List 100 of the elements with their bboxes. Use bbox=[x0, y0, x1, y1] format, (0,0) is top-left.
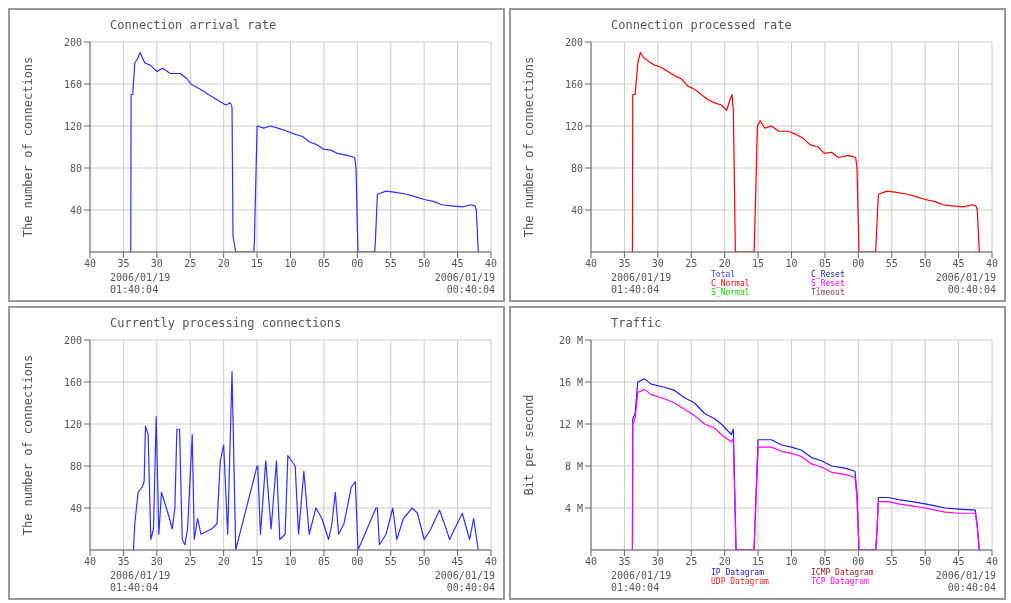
chart-title: Connection processed rate bbox=[611, 18, 792, 32]
x-tick-label: 40 bbox=[83, 556, 97, 568]
x-tick-label: 50 bbox=[919, 556, 932, 568]
x-tick-label: 35 bbox=[117, 258, 130, 270]
x-tick-label: 00 bbox=[351, 556, 364, 568]
x-tick-label: 55 bbox=[885, 258, 898, 270]
x-tick-label: 40 bbox=[584, 556, 598, 568]
x-tick-label: 00 bbox=[852, 556, 865, 568]
y-tick-label: 200 bbox=[63, 334, 82, 346]
x-tick-label: 05 bbox=[317, 556, 330, 568]
legend-label: S_Normal bbox=[711, 288, 750, 297]
x-tick-label: 30 bbox=[651, 258, 664, 270]
legend-label: C_Reset bbox=[811, 270, 845, 279]
text: 2006/01/19 00:40:04 bbox=[935, 272, 996, 296]
x-tick-label: 45 bbox=[451, 556, 464, 568]
x-tick-label: 50 bbox=[418, 556, 431, 568]
legend-label: Total bbox=[711, 270, 737, 279]
x-tick-label: 20 bbox=[718, 258, 731, 270]
x-tick-label: 15 bbox=[251, 556, 264, 568]
y-tick-label: 160 bbox=[564, 78, 583, 90]
text: 2006/01/19 00:40:04 bbox=[434, 570, 495, 594]
y-axis-title: The number of connections bbox=[21, 56, 36, 238]
x-tick-label: 05 bbox=[317, 258, 330, 270]
x-tick-label: 40 bbox=[985, 258, 999, 270]
x-tick-label: 45 bbox=[451, 258, 464, 270]
x-tick-label: 55 bbox=[384, 258, 397, 270]
x-tick-label: 55 bbox=[384, 556, 397, 568]
x-tick-label: 10 bbox=[785, 258, 798, 270]
y-tick-label: 40 bbox=[69, 502, 82, 514]
x-tick-label: 15 bbox=[251, 258, 264, 270]
x-tick-label: 50 bbox=[919, 258, 932, 270]
y-tick-label: 40 bbox=[570, 204, 583, 216]
x-tick-label: 30 bbox=[651, 556, 664, 568]
y-tick-label: 8 M bbox=[564, 460, 583, 472]
x-tick-label: 25 bbox=[685, 556, 698, 568]
y-tick-label: 200 bbox=[564, 36, 583, 48]
y-tick-label: 200 bbox=[63, 36, 82, 48]
x-tick-label: 15 bbox=[752, 258, 765, 270]
chart-title: Connection arrival rate bbox=[110, 18, 277, 32]
x-tick-label: 10 bbox=[785, 556, 798, 568]
y-axis-title: The number of connections bbox=[522, 56, 537, 238]
x-tick-label: 05 bbox=[818, 258, 831, 270]
x-tick-label: 40 bbox=[83, 258, 97, 270]
x-tick-label: 40 bbox=[985, 556, 999, 568]
y-tick-label: 80 bbox=[69, 162, 82, 174]
text: 2006/01/19 01:40:04 bbox=[110, 570, 171, 594]
x-tick-label: 45 bbox=[952, 258, 965, 270]
x-tick-label: 25 bbox=[184, 258, 197, 270]
x-tick-label: 25 bbox=[685, 258, 698, 270]
legend-label: S_Reset bbox=[811, 279, 845, 288]
x-tick-label: 35 bbox=[117, 556, 130, 568]
y-tick-label: 120 bbox=[63, 418, 82, 430]
y-tick-label: 40 bbox=[69, 204, 82, 216]
x-tick-label: 40 bbox=[584, 258, 598, 270]
y-tick-label: 12 M bbox=[558, 418, 583, 430]
line-series bbox=[631, 51, 980, 252]
x-tick-label: 35 bbox=[618, 556, 631, 568]
text: 2006/01/19 01:40:04 bbox=[611, 272, 672, 296]
x-tick-label: 10 bbox=[284, 258, 297, 270]
x-tick-label: 20 bbox=[718, 556, 731, 568]
x-tick-label: 30 bbox=[150, 556, 163, 568]
x-tick-label: 50 bbox=[418, 258, 431, 270]
y-tick-label: 80 bbox=[69, 460, 82, 472]
chart-title: Traffic bbox=[611, 316, 662, 330]
x-tick-label: 00 bbox=[351, 258, 364, 270]
x-tick-label: 20 bbox=[217, 556, 230, 568]
line-series bbox=[132, 370, 479, 550]
y-tick-label: 120 bbox=[63, 120, 82, 132]
text: C_Normal bbox=[711, 279, 750, 288]
legend-label: UDP Datagram bbox=[711, 577, 769, 586]
x-tick-label: 55 bbox=[885, 556, 898, 568]
chart-title: Currently processing connections bbox=[110, 316, 342, 330]
y-tick-label: 20 M bbox=[558, 334, 583, 346]
text: TCP Datagram bbox=[811, 577, 869, 586]
y-tick-label: 16 M bbox=[558, 376, 583, 388]
text: 2006/01/19 01:40:04 bbox=[611, 570, 672, 594]
x-tick-label: 40 bbox=[484, 258, 498, 270]
x-tick-label: 15 bbox=[752, 556, 765, 568]
x-tick-label: 00 bbox=[852, 258, 865, 270]
x-tick-label: 40 bbox=[484, 556, 498, 568]
x-tick-label: 05 bbox=[818, 556, 831, 568]
text: 2006/01/19 01:40:04 bbox=[110, 272, 171, 296]
y-tick-label: 4 M bbox=[564, 502, 583, 514]
x-tick-label: 25 bbox=[184, 556, 197, 568]
text: IP Datagram bbox=[711, 568, 764, 577]
y-tick-label: 80 bbox=[570, 162, 583, 174]
x-tick-label: 20 bbox=[217, 258, 230, 270]
y-tick-label: 160 bbox=[63, 376, 82, 388]
x-tick-label: 35 bbox=[618, 258, 631, 270]
legend-label: ICMP Datagram bbox=[811, 568, 874, 577]
x-tick-label: 10 bbox=[284, 556, 297, 568]
y-axis-title: Bit per second bbox=[522, 394, 537, 496]
text: 2006/01/19 00:40:04 bbox=[434, 272, 495, 296]
legend-label: Timeout bbox=[811, 288, 845, 297]
line-series bbox=[130, 51, 479, 252]
y-tick-label: 120 bbox=[564, 120, 583, 132]
y-tick-label: 160 bbox=[63, 78, 82, 90]
x-tick-label: 30 bbox=[150, 258, 163, 270]
y-axis-title: The number of connections bbox=[21, 354, 36, 536]
text: 2006/01/19 00:40:04 bbox=[935, 570, 996, 594]
